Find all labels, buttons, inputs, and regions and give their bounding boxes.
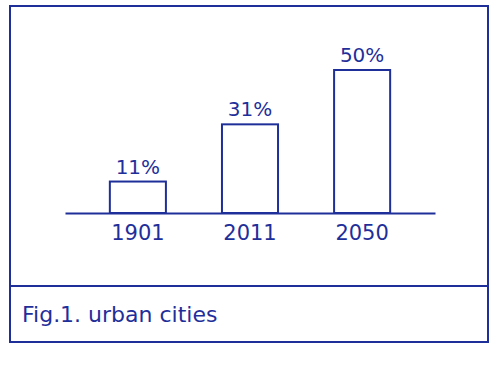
chart-frame — [10, 6, 488, 286]
x-tick-label: 2050 — [335, 221, 388, 245]
chart-title: Fig.1. urban cities — [22, 302, 217, 327]
x-tick-label: 1901 — [111, 221, 164, 245]
x-axis-line — [66, 213, 436, 215]
x-tick: 2011 — [223, 213, 276, 245]
data-label: 11% — [116, 155, 160, 179]
bars — [110, 70, 390, 213]
x-tick: 2050 — [335, 213, 388, 245]
data-label: 31% — [228, 97, 272, 121]
bar — [334, 70, 390, 213]
chart-container: 1901 2011 2050 11% 31% 50% Fig.1. urban cities — [0, 0, 497, 368]
x-tick-label: 2011 — [223, 221, 276, 245]
data-labels: 11% 31% 50% — [116, 43, 385, 179]
x-tick: 1901 — [111, 213, 164, 245]
chart-svg: 1901 2011 2050 11% 31% 50% Fig.1. urban cities — [0, 0, 497, 368]
bar — [222, 124, 278, 213]
data-label: 50% — [340, 43, 384, 67]
bar — [110, 182, 166, 213]
caption-frame — [10, 286, 488, 342]
x-axis: 1901 2011 2050 — [66, 213, 436, 245]
